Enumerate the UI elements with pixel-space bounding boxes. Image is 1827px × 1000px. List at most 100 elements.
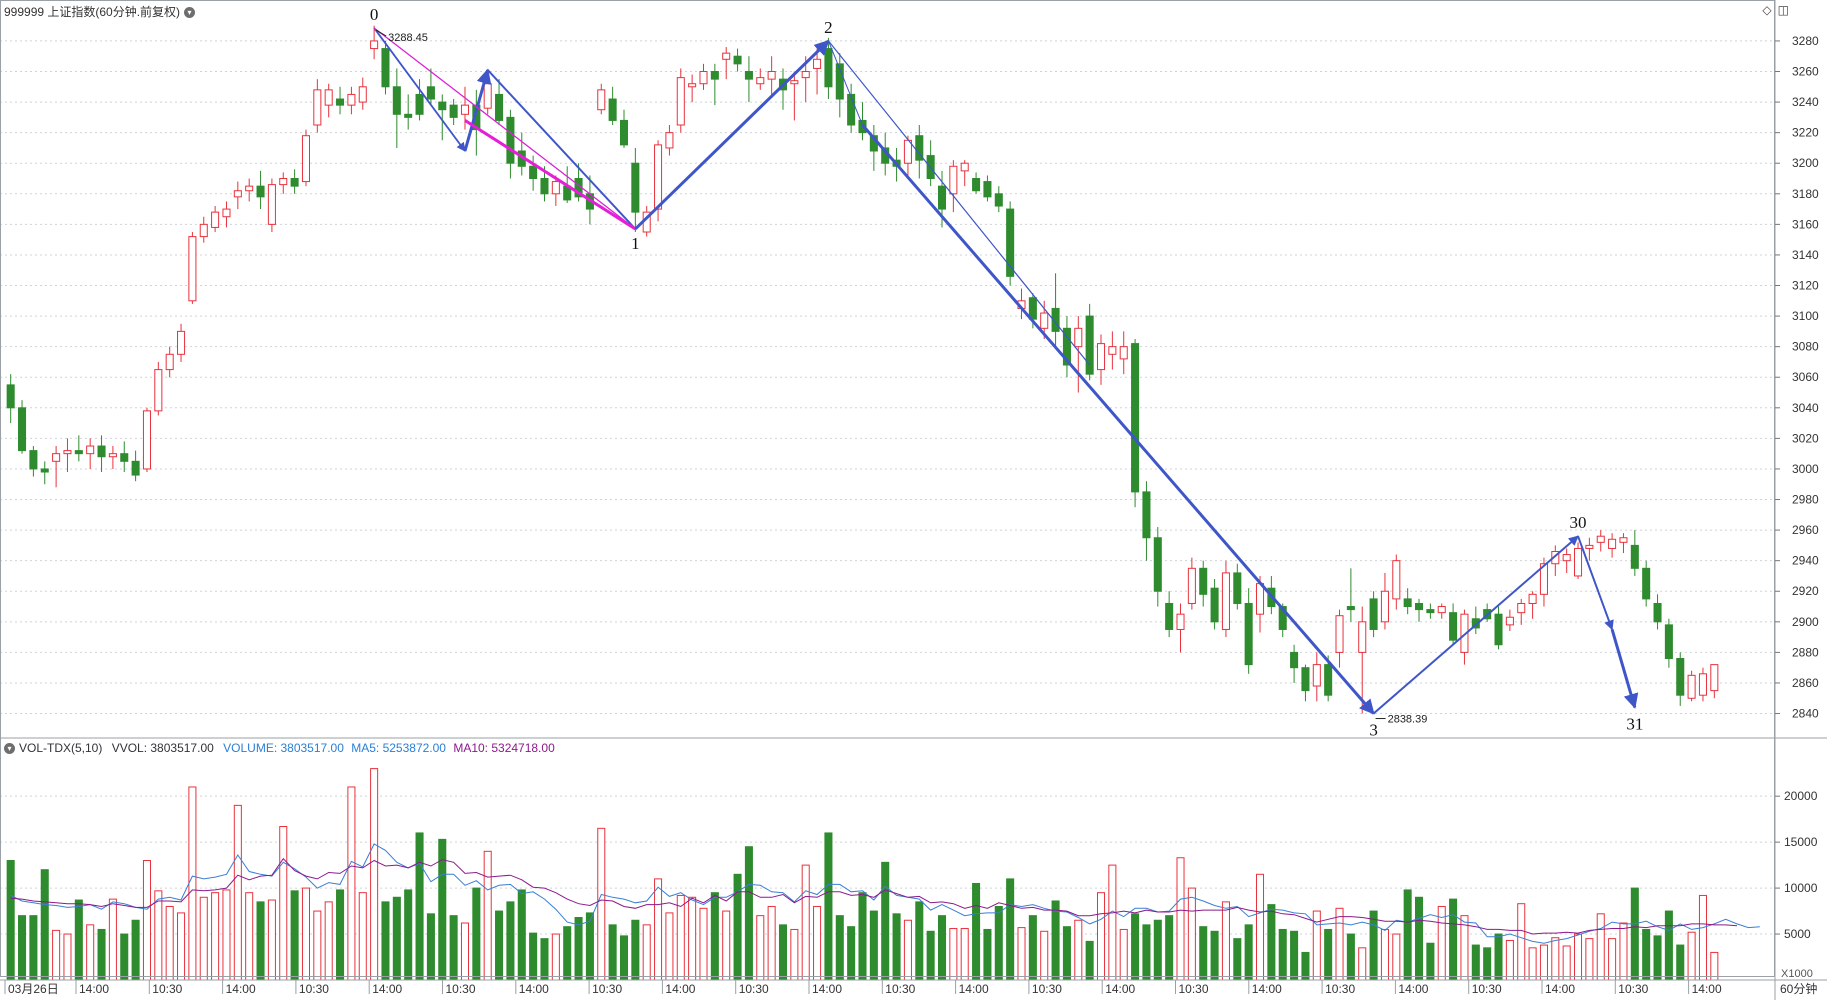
candle xyxy=(665,132,674,149)
candle xyxy=(1312,664,1321,687)
time-label: 14:00 xyxy=(226,982,256,996)
candle xyxy=(1403,598,1412,608)
wave-label: 30 xyxy=(1570,513,1587,532)
candle xyxy=(336,98,345,106)
panel-icon[interactable]: ◫ xyxy=(1777,3,1789,17)
candle xyxy=(722,52,731,60)
volume-header: ▾ VOL-TDX(5,10) VVOL: 3803517.00 VOLUME: … xyxy=(4,741,555,755)
volume-bar xyxy=(313,910,322,981)
volume-tick-label: 20000 xyxy=(1784,789,1818,803)
volume-bar xyxy=(1585,938,1594,981)
time-label: 10:30 xyxy=(885,982,915,996)
volume-bar xyxy=(199,896,208,981)
candle xyxy=(1653,602,1662,623)
candle xyxy=(188,236,197,302)
wave-label: 0 xyxy=(370,5,379,24)
chart-title: 999999 上证指数(60分钟.前复权) xyxy=(4,5,181,19)
dropdown-icon[interactable]: ▾ xyxy=(184,7,196,19)
candle xyxy=(540,178,549,195)
volume-bar xyxy=(108,898,117,981)
volume-bar xyxy=(483,850,492,981)
volume-bar xyxy=(1551,937,1560,981)
candle xyxy=(1358,621,1367,653)
candle xyxy=(813,58,822,69)
volume-bars[interactable] xyxy=(6,768,1719,981)
volume-bar xyxy=(1062,926,1071,981)
volume-bar xyxy=(1221,901,1230,981)
volume-bar xyxy=(1494,933,1503,981)
candle xyxy=(1051,307,1060,332)
volume-bar xyxy=(1630,887,1639,981)
volume-bar xyxy=(960,928,969,981)
candle xyxy=(1346,606,1355,611)
volume-tick-label: 5000 xyxy=(1784,927,1811,941)
volume-bar xyxy=(415,832,424,981)
chart-title-bar[interactable]: 999999 上证指数(60分钟.前复权) ▾ xyxy=(4,3,196,20)
candle xyxy=(1369,598,1378,630)
volume-bar xyxy=(1698,894,1707,981)
candle xyxy=(847,93,856,126)
time-label: 14:00 xyxy=(959,982,989,996)
volume-bar xyxy=(915,901,924,981)
volume-bar xyxy=(1653,935,1662,981)
candle xyxy=(1290,651,1299,669)
volume-bar xyxy=(972,882,981,981)
candle xyxy=(6,384,15,409)
candle xyxy=(1142,491,1151,539)
time-label: 10:30 xyxy=(1618,982,1648,996)
wave-segment xyxy=(827,40,1091,366)
indicator-menu-icon[interactable]: ▾ xyxy=(4,743,15,755)
wave-segment xyxy=(1610,629,1639,709)
volume-bar xyxy=(1017,927,1026,981)
volume-bar xyxy=(29,915,38,981)
indicator-name[interactable]: VOL-TDX(5,10) xyxy=(19,741,103,755)
candle xyxy=(199,223,208,238)
volume-bar xyxy=(6,860,15,981)
candle xyxy=(74,450,83,455)
candle xyxy=(245,185,254,192)
volume-bar xyxy=(1290,930,1299,981)
volume-bar xyxy=(347,786,356,981)
candle xyxy=(256,185,265,198)
candle xyxy=(1085,315,1094,375)
diamond-icon[interactable]: ◇ xyxy=(1762,3,1772,17)
candle xyxy=(301,135,310,183)
candle xyxy=(1698,673,1707,696)
price-tick-label: 3100 xyxy=(1792,309,1819,323)
volume-bar xyxy=(574,916,583,981)
candle xyxy=(1528,593,1537,604)
candle xyxy=(1471,618,1480,629)
candle xyxy=(483,83,492,109)
wave-lines xyxy=(373,27,1639,715)
volume-bar xyxy=(892,913,901,981)
candle xyxy=(1687,674,1696,699)
volume-bar xyxy=(778,924,788,981)
volume-bar xyxy=(279,826,288,981)
price-tick-label: 3220 xyxy=(1792,126,1819,140)
volume-bar xyxy=(983,928,992,981)
volume-bar xyxy=(86,924,95,981)
candlestick-series[interactable] xyxy=(6,25,1719,714)
price-tick-label: 2960 xyxy=(1792,523,1819,537)
volume-bar xyxy=(1119,928,1128,981)
volume-bar xyxy=(869,910,878,981)
price-tick-label: 2860 xyxy=(1792,676,1819,690)
candle xyxy=(529,165,538,180)
price-tick-label: 2940 xyxy=(1792,554,1819,568)
candle xyxy=(608,98,617,121)
volume-bar xyxy=(1096,892,1106,981)
top-right-icons[interactable]: ◇ ◫ xyxy=(1756,3,1789,17)
candle xyxy=(1278,606,1287,630)
candle xyxy=(1585,544,1594,549)
volume-bar xyxy=(233,804,242,981)
candle xyxy=(86,445,95,455)
wave-segment xyxy=(827,40,863,126)
candle xyxy=(597,89,606,111)
time-label: 10:30 xyxy=(1325,982,1355,996)
candle xyxy=(937,185,947,210)
candle xyxy=(790,80,799,85)
volume-bar xyxy=(256,901,265,981)
candle xyxy=(52,453,61,462)
volume-bar xyxy=(699,907,708,981)
